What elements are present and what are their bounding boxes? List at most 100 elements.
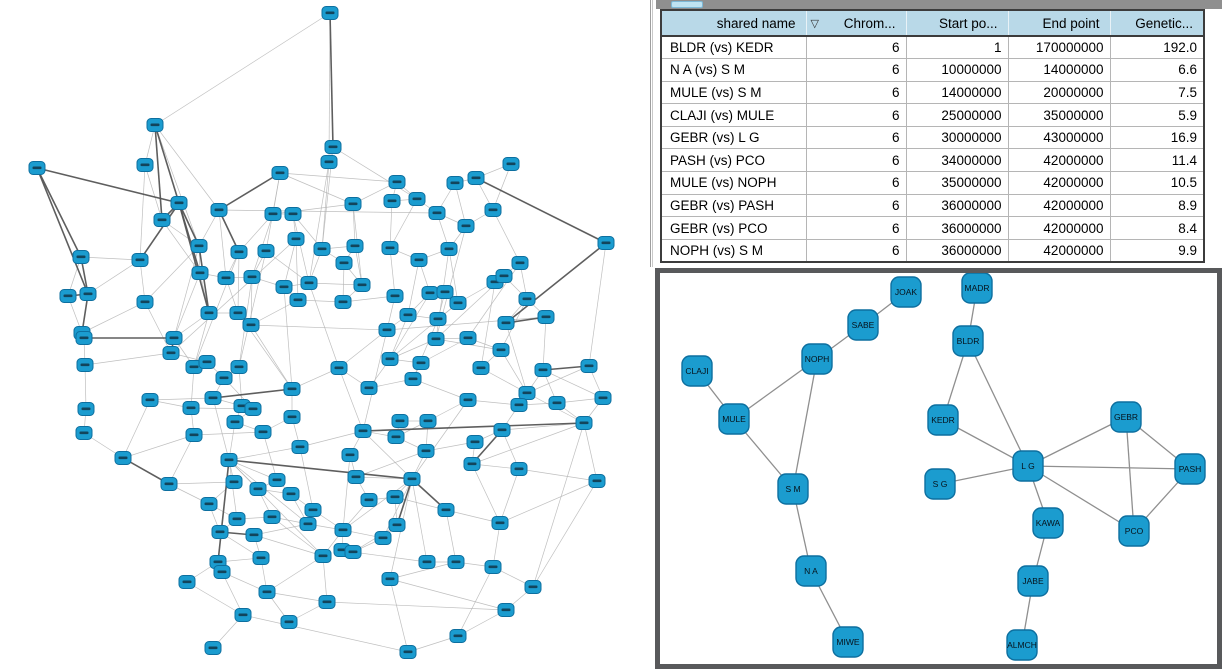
network-node[interactable] — [178, 575, 196, 589]
network-node[interactable] — [383, 194, 401, 208]
network-node[interactable] — [287, 232, 305, 246]
network-node[interactable] — [77, 402, 95, 416]
cell-value[interactable]: 1 — [905, 35, 1009, 60]
network-node[interactable] — [131, 253, 149, 267]
network-node[interactable] — [391, 414, 409, 428]
table-row[interactable]: MULE (vs) NOPH 6 35000000 42000000 10.5 — [660, 171, 1205, 195]
network-node[interactable] — [537, 310, 555, 324]
network-node[interactable] — [510, 462, 528, 476]
network-node[interactable] — [467, 171, 485, 185]
network-node[interactable] — [229, 306, 247, 320]
cell-value[interactable]: 14000000 — [905, 80, 1009, 105]
network-node[interactable] — [548, 396, 566, 410]
filter-icon[interactable]: ▽ — [810, 17, 819, 30]
cell-shared-name[interactable]: BLDR (vs) KEDR — [660, 35, 807, 60]
network-node[interactable] — [341, 448, 359, 462]
cell-value[interactable]: 42000000 — [1007, 193, 1111, 218]
network-node[interactable] — [136, 295, 154, 309]
cell-value[interactable]: 6 — [805, 58, 907, 82]
cell-value[interactable]: 9.9 — [1109, 238, 1205, 263]
network-node[interactable] — [412, 356, 430, 370]
toolbar-tab-chip[interactable] — [671, 1, 703, 8]
network-node[interactable] — [511, 256, 529, 270]
cell-value[interactable]: 6 — [805, 216, 907, 240]
network-node[interactable] — [429, 312, 447, 326]
network-node[interactable] — [437, 503, 455, 517]
cell-value[interactable]: 10.5 — [1109, 171, 1205, 195]
network-node[interactable] — [291, 440, 309, 454]
network-node[interactable] — [417, 444, 435, 458]
network-node[interactable] — [210, 203, 228, 217]
network-node[interactable] — [580, 359, 598, 373]
network-node[interactable] — [403, 472, 421, 486]
network-node[interactable] — [466, 435, 484, 449]
cell-value[interactable]: 36000000 — [905, 193, 1009, 218]
network-node[interactable] — [346, 239, 364, 253]
network-node[interactable] — [185, 428, 203, 442]
network-node[interactable] — [324, 140, 342, 154]
network-node-pash[interactable]: PASH — [1174, 453, 1206, 485]
cell-value[interactable]: 10000000 — [905, 58, 1009, 82]
network-node[interactable] — [388, 518, 406, 532]
network-node[interactable] — [388, 175, 406, 189]
network-node[interactable] — [243, 270, 261, 284]
network-node[interactable] — [493, 423, 511, 437]
network-node[interactable] — [360, 493, 378, 507]
cell-value[interactable]: 42000000 — [1007, 216, 1111, 240]
network-node[interactable] — [399, 645, 417, 659]
network-node-sm[interactable]: S M — [777, 473, 809, 505]
network-node[interactable] — [257, 244, 275, 258]
network-node[interactable] — [318, 595, 336, 609]
network-node[interactable] — [421, 286, 439, 300]
cell-shared-name[interactable]: N A (vs) S M — [660, 58, 807, 82]
network-node[interactable] — [518, 292, 536, 306]
network-node[interactable] — [264, 207, 282, 221]
cell-value[interactable]: 14000000 — [1007, 58, 1111, 82]
network-node[interactable] — [594, 391, 612, 405]
network-node[interactable] — [284, 207, 302, 221]
network-node[interactable] — [234, 608, 252, 622]
network-node[interactable] — [72, 250, 90, 264]
network-node[interactable] — [495, 269, 513, 283]
network-node[interactable] — [200, 497, 218, 511]
cell-value[interactable]: 6.6 — [1109, 58, 1205, 82]
network-node[interactable] — [282, 487, 300, 501]
cell-value[interactable]: 43000000 — [1007, 125, 1111, 150]
cell-value[interactable]: 8.9 — [1109, 193, 1205, 218]
cell-value[interactable]: 6 — [805, 125, 907, 150]
network-node[interactable] — [170, 196, 188, 210]
network-node[interactable] — [225, 475, 243, 489]
network-node-mule[interactable]: MULE — [718, 403, 750, 435]
cell-value[interactable]: 20000000 — [1007, 80, 1111, 105]
network-node[interactable] — [252, 551, 270, 565]
network-node-jabe[interactable]: JABE — [1017, 565, 1049, 597]
network-node[interactable] — [472, 361, 490, 375]
table-row[interactable]: BLDR (vs) KEDR 6 1 170000000 192.0 — [660, 35, 1205, 60]
network-node[interactable] — [344, 197, 362, 211]
cell-value[interactable]: 6 — [805, 171, 907, 195]
sub-network-canvas[interactable]: JOAK MADR SABE BLDR NOPH CLAJI MULE KEDR GEBR L G… — [655, 268, 1222, 669]
network-node[interactable] — [136, 158, 154, 172]
network-node[interactable] — [79, 287, 97, 301]
cell-value[interactable]: 8.4 — [1109, 216, 1205, 240]
network-node[interactable] — [418, 555, 436, 569]
network-node[interactable] — [283, 410, 301, 424]
network-node[interactable] — [198, 355, 216, 369]
network-node[interactable] — [190, 239, 208, 253]
network-node[interactable] — [220, 453, 238, 467]
column-header-endpoint[interactable]: End point — [1007, 9, 1111, 37]
network-node-gebr[interactable]: GEBR — [1110, 401, 1142, 433]
network-node[interactable] — [447, 555, 465, 569]
network-node-kedr[interactable]: KEDR — [927, 404, 959, 436]
network-node[interactable] — [213, 565, 231, 579]
cell-shared-name[interactable]: GEBR (vs) PASH — [660, 193, 807, 218]
network-node[interactable] — [182, 401, 200, 415]
cell-value[interactable]: 35000000 — [1007, 103, 1111, 127]
table-row[interactable]: GEBR (vs) L G 6 30000000 43000000 16.9 — [660, 125, 1205, 150]
network-node[interactable] — [374, 531, 392, 545]
cell-value[interactable]: 36000000 — [905, 216, 1009, 240]
network-node[interactable] — [502, 157, 520, 171]
network-node[interactable] — [491, 516, 509, 530]
cell-value[interactable]: 42000000 — [1007, 148, 1111, 173]
network-node[interactable] — [75, 426, 93, 440]
